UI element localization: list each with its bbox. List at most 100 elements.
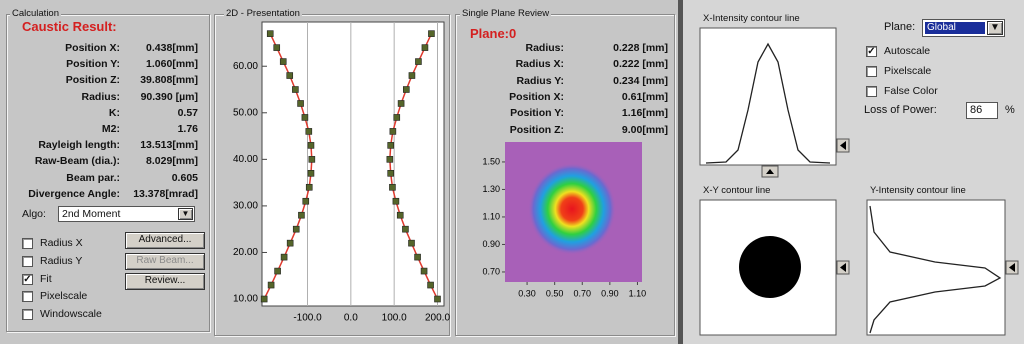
dropdown-arrow[interactable]: ▼ [987,21,1003,35]
data-point [435,296,441,302]
y-tick-label: 1.30 [482,184,500,194]
button[interactable]: Review... [125,273,205,290]
y-tick-label: 0.90 [482,239,500,249]
row-label: Position X: [20,41,120,55]
data-point [393,198,399,204]
row-label: Radius X: [460,57,564,71]
row-label: Beam par.: [20,171,120,185]
x-tick-label: 0.0 [344,313,358,324]
row-value: 0.438[mm] [120,41,198,55]
row-label: Radius: [460,41,564,55]
row-value: 8.029[mm] [120,154,198,168]
checkbox[interactable] [866,86,877,97]
row-label: Raw-Beam (dia.): [20,154,120,168]
checkbox[interactable] [22,238,33,249]
data-point [415,59,421,65]
row-value: 1.76 [120,122,198,136]
data-point [422,45,428,51]
data-point [306,184,312,190]
data-point [267,31,273,37]
row-label: M2: [20,122,120,136]
checkbox-label: Pixelscale [40,290,87,302]
data-point [394,114,400,120]
data-point [389,184,395,190]
data-point [298,100,304,106]
data-point [388,170,394,176]
data-point [298,212,304,218]
checkbox[interactable]: ✓ [866,46,877,57]
algo-label: Algo: [22,208,46,220]
row-label: Radius Y: [460,74,564,88]
xy-contour [739,236,801,298]
data-point [390,128,396,134]
row-value: 39.808[mm] [120,73,198,87]
x-tick-label: 100.0 [382,313,407,324]
data-point [415,254,421,260]
checkbox-label: Fit [40,273,52,285]
checkbox[interactable] [22,256,33,267]
row-label: Position Y: [460,106,564,120]
data-point [402,226,408,232]
row-label: K: [20,106,120,120]
y-tick-label: 20.00 [233,247,258,258]
y-tick-label: 0.70 [482,266,500,276]
row-value: 0.61[mm] [566,90,668,104]
plane-label: Plane: [884,21,915,33]
data-point [280,59,286,65]
row-value: 1.16[mm] [566,106,668,120]
beam-spot [528,163,616,255]
checkbox[interactable] [866,66,877,77]
row-value: 13.378[mrad] [120,187,198,201]
row-value: 0.57 [120,106,198,120]
row-value: 9.00[mm] [566,123,668,137]
checkbox-label: Autoscale [884,45,930,57]
loss-unit: % [1005,104,1015,116]
data-point [261,296,267,302]
checkbox-label: Windowscale [40,308,102,320]
row-value: 13.513[mm] [120,138,198,152]
data-point [398,100,404,106]
checkbox[interactable] [22,309,33,320]
row-label: Radius: [20,90,120,104]
row-label: Position Z: [20,73,120,87]
button[interactable]: Advanced... [125,232,205,249]
data-point [308,142,314,148]
data-point [287,240,293,246]
group-title: Y-Intensity contour line [868,185,968,196]
data-point [292,87,298,93]
data-point [275,268,281,274]
x-tick-label: 200.0 [425,313,450,324]
row-value: 0.228 [mm] [566,41,668,55]
algo-dropdown[interactable]: 2nd Moment ▼ [58,206,195,222]
row-label: Position Z: [460,123,564,137]
algo-value: 2nd Moment [62,208,120,220]
data-point [409,73,415,79]
data-point [388,142,394,148]
row-value: 90.390 [µm] [120,90,198,104]
data-point [293,226,299,232]
group-title: X-Y contour line [701,185,772,196]
data-point [397,212,403,218]
app-window: Calculation Caustic Result: 2D - Present… [0,0,1024,344]
checkbox[interactable] [22,291,33,302]
y-tick-label: 1.50 [482,156,500,166]
row-value: 0.234 [mm] [566,74,668,88]
x-tick-label: 0.50 [546,288,564,298]
checkbox-label: Pixelscale [884,65,931,77]
data-point [387,156,393,162]
y-tick-label: 50.00 [233,107,258,118]
dropdown-arrow[interactable]: ▼ [178,208,193,220]
y-tick-label: 40.00 [233,154,258,165]
plane-dropdown[interactable]: Global ▼ [922,19,1005,37]
data-point [428,31,434,37]
checkbox[interactable]: ✓ [22,274,33,285]
data-point [274,45,280,51]
group-title: X-Intensity contour line [701,13,802,24]
data-point [302,114,308,120]
y-tick-label: 10.00 [233,294,258,305]
data-point [268,282,274,288]
row-label: Position Y: [20,57,120,71]
loss-input[interactable]: 86 [966,102,998,119]
x-tick-label: -100.0 [293,313,322,324]
row-value: 1.060[mm] [120,57,198,71]
